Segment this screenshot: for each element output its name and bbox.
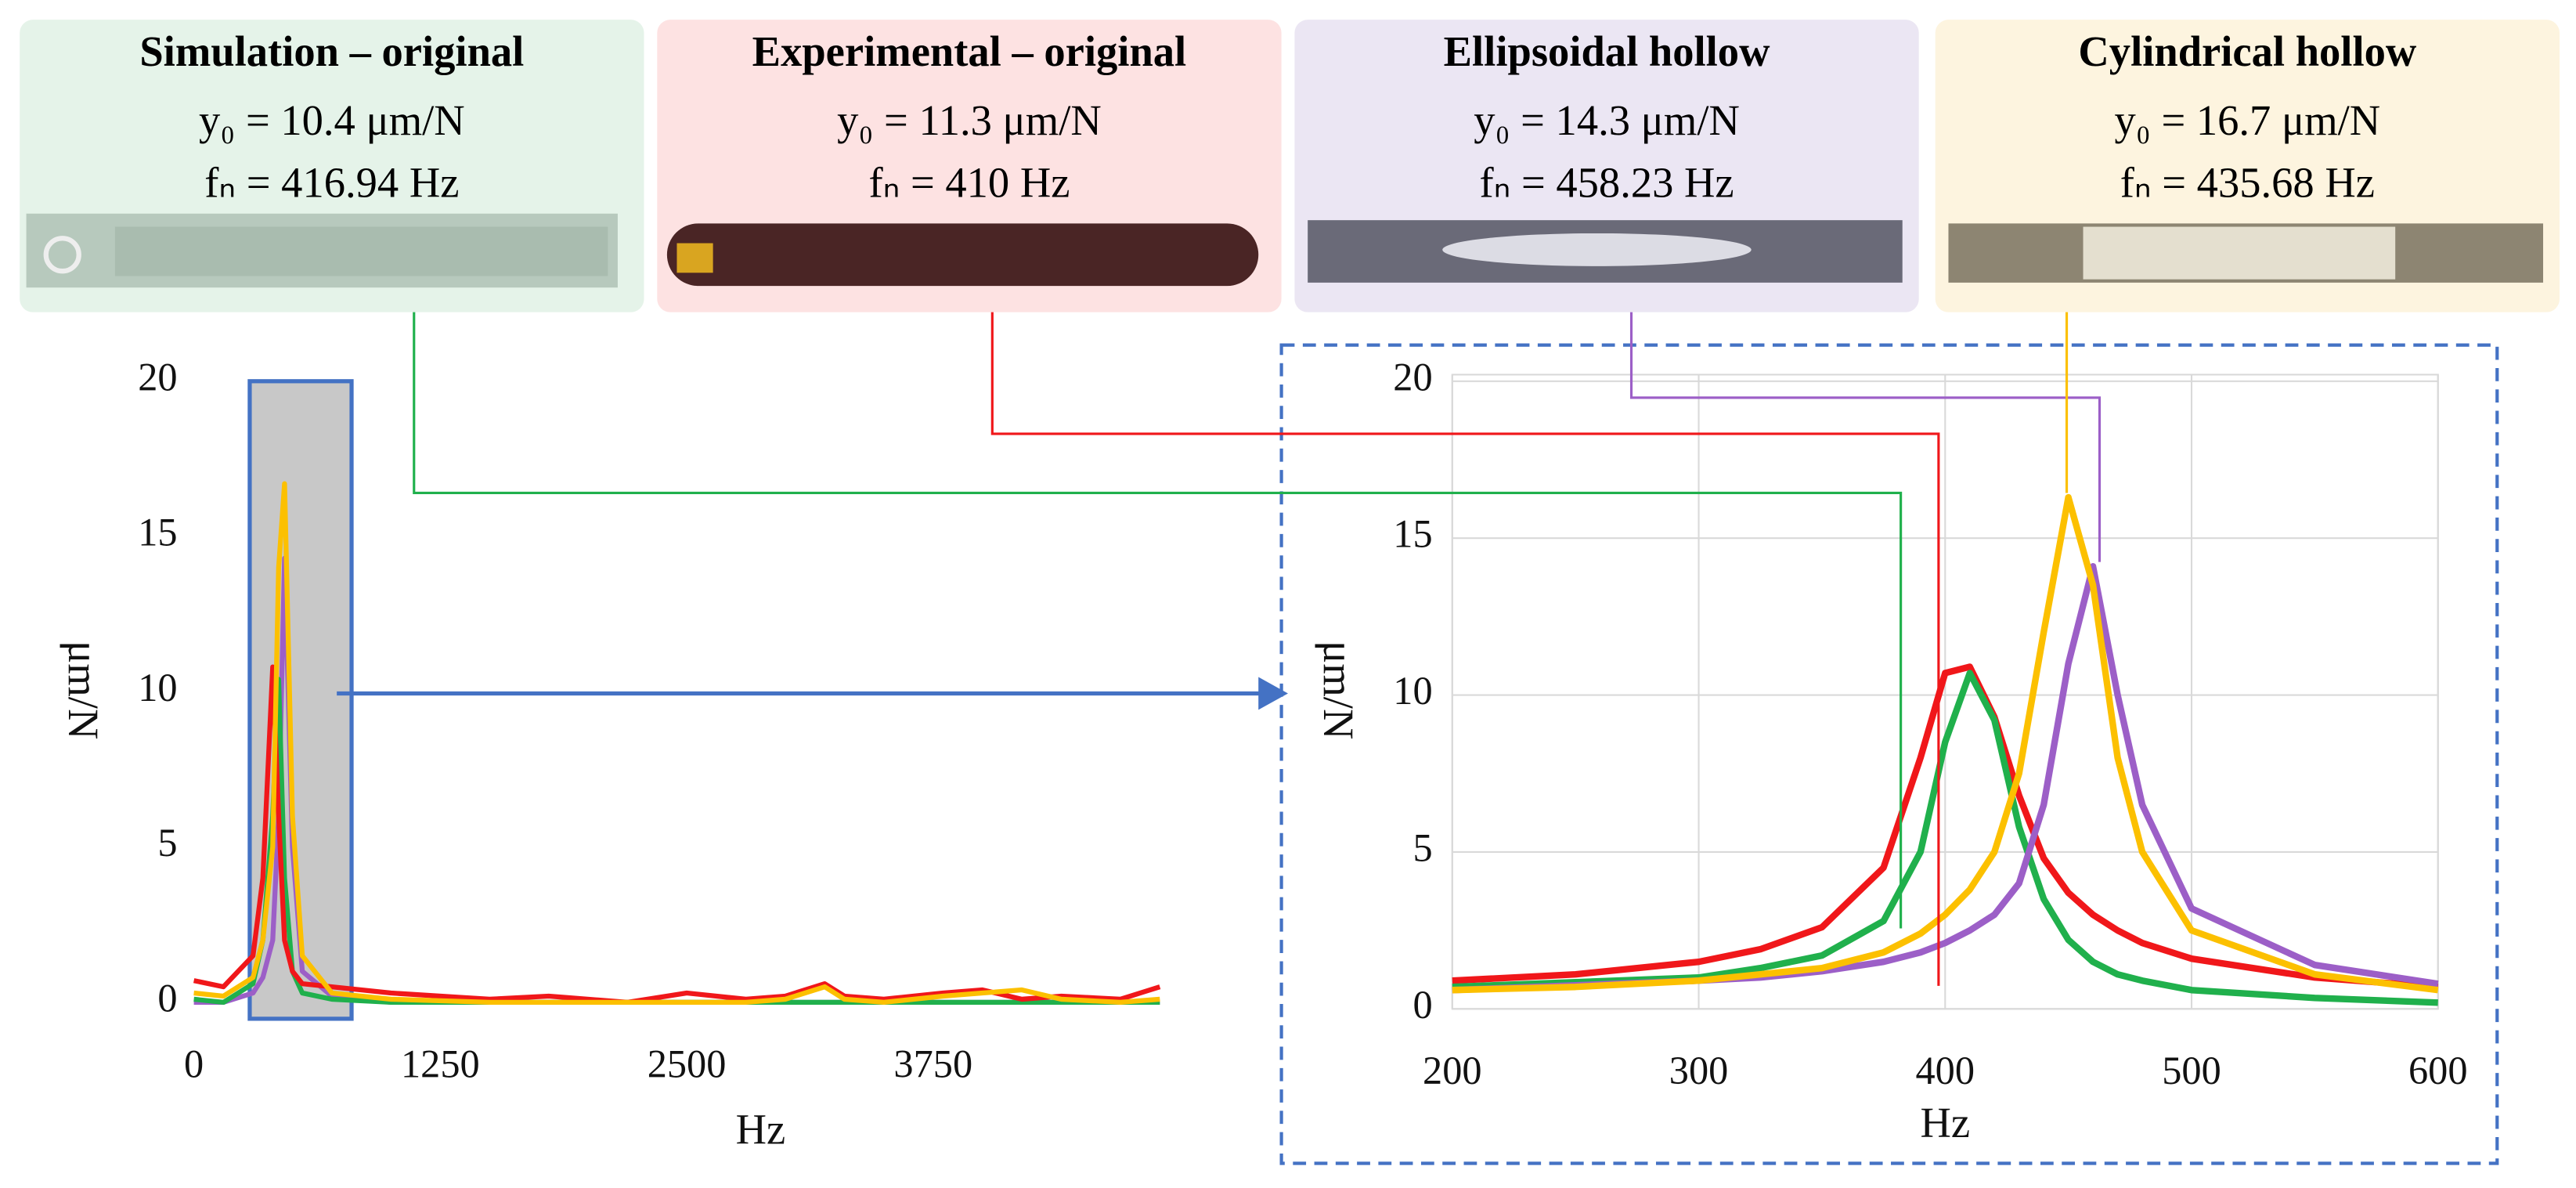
panel-frequency: fₙ = 435.68 Hz bbox=[2120, 159, 2375, 207]
y-tick-label: 5 bbox=[1412, 825, 1432, 869]
x-tick-label: 2500 bbox=[648, 1042, 727, 1085]
y-tick-label: 15 bbox=[138, 511, 177, 554]
series-line bbox=[1452, 493, 2439, 994]
x-tick-label: 300 bbox=[1669, 1049, 1729, 1092]
zoom-chart: 0 5 10 15 20 200 300 400 500 600 Hz μm/N bbox=[1315, 355, 2467, 1146]
series-line bbox=[1452, 670, 2438, 1006]
y-tick-label: 0 bbox=[157, 976, 177, 1020]
tool-tip bbox=[43, 236, 81, 274]
tool-insert bbox=[676, 243, 713, 273]
connector-experimental bbox=[990, 312, 1940, 986]
series-line bbox=[193, 481, 1160, 1006]
x-tick-label: 400 bbox=[1916, 1049, 1975, 1092]
tool-experimental bbox=[666, 223, 1259, 287]
panel-stiffness: y₀ = 11.3 μm/N bbox=[837, 96, 1102, 144]
y-axis-label: μm/N bbox=[60, 641, 107, 739]
panel-title: Ellipsoidal hollow bbox=[1444, 27, 1770, 75]
connector-ellipsoidal bbox=[1629, 312, 2102, 562]
panel-stiffness: y₀ = 16.7 μm/N bbox=[2115, 96, 2381, 144]
panel-frequency: fₙ = 458.23 Hz bbox=[1479, 159, 1734, 207]
panel-frequency: fₙ = 410 Hz bbox=[868, 159, 1070, 207]
zoom-frame bbox=[1279, 343, 2499, 1165]
zoom-arrow-head bbox=[1258, 677, 1288, 710]
panel-title: Simulation – original bbox=[139, 27, 524, 75]
panel-frequency: fₙ = 416.94 Hz bbox=[204, 159, 459, 207]
overview-chart: 0 5 10 15 20 0 1250 2500 3750 Hz μm/N bbox=[60, 355, 1161, 1153]
x-axis-label: Hz bbox=[1920, 1099, 1970, 1146]
y-tick-label: 10 bbox=[138, 666, 177, 710]
hollow-cylinder bbox=[2083, 226, 2396, 280]
connectors bbox=[337, 312, 2102, 986]
x-tick-label: 1250 bbox=[401, 1042, 480, 1085]
y-tick-label: 5 bbox=[157, 821, 177, 865]
y-axis-label: μm/N bbox=[1315, 641, 1362, 739]
x-tick-label: 600 bbox=[2408, 1049, 2468, 1092]
y-tick-label: 10 bbox=[1393, 669, 1432, 713]
y-tick-label: 15 bbox=[1393, 512, 1432, 556]
x-axis-label: Hz bbox=[736, 1105, 786, 1153]
y-tick-label: 0 bbox=[1412, 983, 1432, 1027]
x-tick-label: 500 bbox=[2162, 1049, 2221, 1092]
x-tick-label: 0 bbox=[184, 1042, 204, 1085]
tool-images bbox=[26, 213, 2544, 288]
panel-title: Experimental – original bbox=[752, 27, 1187, 75]
connector-simulation bbox=[413, 312, 1903, 929]
panel-title: Cylindrical hollow bbox=[2078, 27, 2416, 75]
panel-stiffness: y₀ = 10.4 μm/N bbox=[199, 96, 465, 144]
panel-stiffness: y₀ = 14.3 μm/N bbox=[1474, 96, 1740, 144]
y-tick-label: 20 bbox=[1393, 355, 1432, 399]
hollow-ellipse bbox=[1442, 233, 1752, 266]
x-tick-label: 3750 bbox=[893, 1042, 972, 1085]
x-tick-label: 200 bbox=[1423, 1049, 1482, 1092]
tool-simulation-shank bbox=[114, 226, 608, 276]
y-tick-label: 20 bbox=[138, 355, 177, 399]
